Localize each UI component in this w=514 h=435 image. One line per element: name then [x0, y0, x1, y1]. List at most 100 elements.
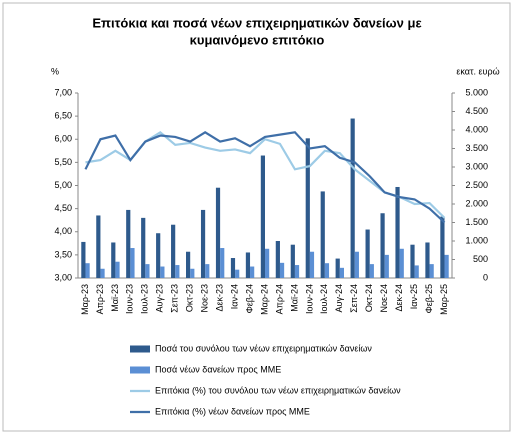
bar	[156, 233, 161, 278]
y-tick-label: 4,50	[54, 203, 72, 213]
y2-tick-label: 3.500	[465, 143, 488, 153]
y-axis-label: %	[51, 66, 59, 76]
bar	[395, 186, 400, 278]
bar	[350, 118, 355, 278]
legend-label: Επιτόκια (%) νέων δανείων προς ΜΜΕ	[155, 406, 310, 416]
bar	[215, 187, 221, 278]
bar	[365, 229, 370, 278]
bar	[160, 266, 165, 278]
bar	[250, 266, 255, 278]
bar	[96, 215, 101, 278]
bar	[260, 155, 265, 278]
bar	[115, 261, 120, 278]
x-tick-label: Δεκ-23	[214, 284, 224, 312]
x-tick-label: Νοε-23	[200, 284, 210, 313]
y2-tick-label: 2.000	[465, 198, 488, 208]
bar	[205, 264, 210, 278]
bar	[175, 265, 180, 278]
legend-label: Επιτόκια (%) του συνόλου των νέων επιχει…	[155, 385, 401, 395]
y2-tick-label: 500	[473, 254, 488, 264]
x-tick-label: Ιουλ-23	[140, 284, 150, 314]
bar	[81, 241, 86, 278]
bar	[429, 264, 434, 278]
x-tick-label: Μαϊ-23	[110, 284, 120, 312]
bar	[369, 264, 374, 278]
x-tick-label: Φεβ-25	[424, 284, 434, 313]
bar	[126, 209, 131, 278]
bar	[410, 244, 415, 278]
x-tick-label: Ιουλ-24	[319, 284, 329, 314]
bar	[305, 138, 310, 278]
x-tick-label: Οκτ-23	[185, 284, 195, 312]
bar	[444, 254, 449, 278]
bar	[324, 263, 330, 278]
bar	[220, 248, 225, 278]
chart-title: κυμαινόμενο επιτόκιο	[190, 32, 325, 47]
y-tick-label: 4,00	[54, 226, 72, 236]
bar	[171, 224, 176, 278]
x-tick-label: Αυγ-23	[155, 284, 165, 312]
legend-swatch	[130, 366, 150, 374]
bar	[380, 213, 385, 278]
y-tick-label: 5,00	[54, 180, 72, 190]
x-tick-label: Ιαν-25	[409, 284, 419, 309]
x-tick-label: Ιουν-24	[304, 284, 314, 314]
legend-label: Ποσά νέων δανείων προς ΜΜΕ	[155, 364, 281, 374]
bar	[414, 265, 419, 278]
y-tick-label: 5,50	[54, 157, 72, 167]
y2-tick-label: 3.000	[465, 161, 488, 171]
bar	[190, 268, 195, 278]
x-tick-label: Οκτ-24	[364, 284, 374, 312]
x-tick-label: Απρ-23	[95, 284, 105, 314]
x-tick-label: Σεπ-24	[349, 284, 359, 313]
y-tick-label: 6,00	[54, 134, 72, 144]
bar	[275, 241, 280, 278]
x-tick-label: Δεκ-24	[394, 284, 404, 312]
bar	[339, 267, 344, 278]
bar	[294, 265, 300, 278]
bar	[141, 217, 146, 278]
legend-swatch	[130, 345, 150, 353]
bar	[354, 251, 359, 278]
bar	[235, 269, 240, 278]
bar	[265, 248, 270, 278]
x-tick-label: Νοε-24	[379, 284, 389, 313]
y-tick-label: 3,00	[54, 272, 72, 282]
y2-tick-label: 2.500	[465, 180, 488, 190]
y2-tick-label: 5.000	[465, 87, 488, 97]
line	[84, 131, 446, 224]
bar	[425, 242, 430, 278]
bar	[186, 251, 191, 278]
x-tick-label: Αυγ-24	[334, 284, 344, 312]
y2-tick-label: 1.000	[465, 235, 488, 245]
y2-tick-label: 4.000	[465, 124, 488, 134]
x-tick-label: Φεβ-24	[244, 284, 254, 313]
bar	[111, 242, 116, 278]
y2-tick-label: 4.500	[465, 106, 488, 116]
x-tick-label: Ιαν-24	[229, 284, 239, 309]
y2-tick-label: 1.500	[465, 217, 488, 227]
bar	[399, 248, 404, 278]
bar	[200, 209, 206, 278]
bar	[100, 268, 105, 278]
bar	[384, 254, 389, 278]
bar	[290, 244, 295, 278]
y-tick-label: 6,50	[54, 111, 72, 121]
y-tick-label: 3,50	[54, 249, 72, 259]
legend-label: Ποσά του συνόλου των νέων επιχειρηματικώ…	[155, 343, 372, 353]
bar	[440, 216, 445, 278]
bar	[279, 262, 285, 278]
y-tick-label: 7,00	[54, 87, 72, 97]
x-tick-label: Απρ-24	[274, 284, 284, 314]
x-tick-label: Μαρ-23	[80, 284, 90, 315]
x-tick-label: Μαρ-24	[259, 284, 269, 315]
bar	[130, 248, 135, 278]
bar	[85, 263, 90, 278]
bar	[335, 258, 340, 278]
chart-title: Επιτόκια και ποσά νέων επιχειρηματικών δ…	[92, 15, 421, 30]
bar	[245, 252, 251, 278]
bar	[309, 251, 315, 278]
x-tick-label: Μαϊ-24	[289, 284, 299, 312]
x-tick-label: Σεπ-23	[170, 284, 180, 313]
